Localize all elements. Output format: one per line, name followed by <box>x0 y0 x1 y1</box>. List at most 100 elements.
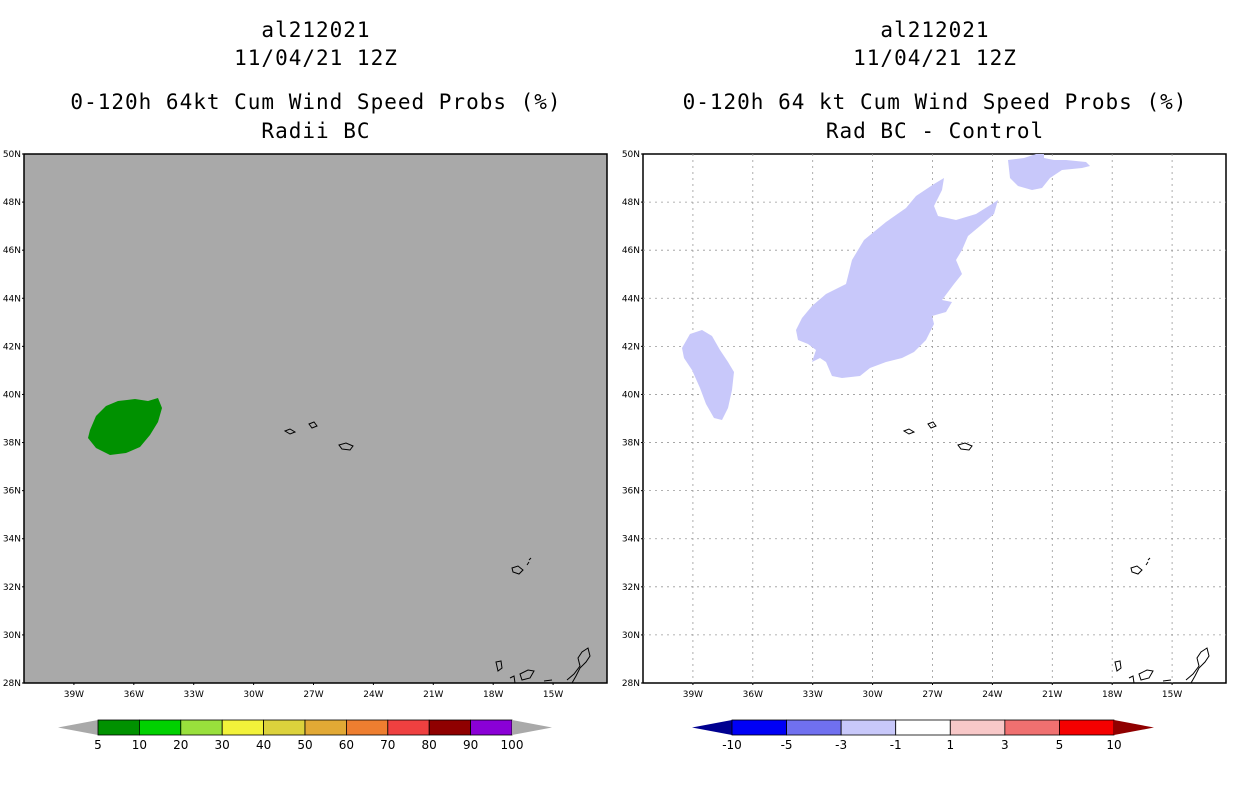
lat-label: 36N <box>622 487 640 497</box>
colorbar-swatch <box>949 719 1006 736</box>
island-outline <box>566 647 591 684</box>
lat-label: 48N <box>622 198 640 208</box>
island-outline <box>1147 557 1151 561</box>
island-outline <box>1162 679 1172 682</box>
island-outline <box>338 442 354 451</box>
colorbar-swatch <box>895 719 951 736</box>
right-lat-labels: 50N 48N 46N 44N 42N 40N 38N 36N 34N 32N 30N 28N <box>622 150 643 689</box>
colorbar-arrow-left <box>58 720 98 735</box>
colorbar-label: 5 <box>1056 738 1064 752</box>
colorbar-label: 5 <box>94 738 102 752</box>
lon-label: 15W <box>543 690 563 700</box>
right-title-date: 11/04/21 12Z <box>853 46 1017 70</box>
lon-label: 36W <box>743 690 763 700</box>
island-outline <box>543 679 553 682</box>
colorbar-swatch <box>180 719 223 736</box>
colorbar-swatch <box>138 719 182 736</box>
colorbar-label: 80 <box>422 738 437 752</box>
island-outline <box>283 428 297 435</box>
left-probability-area <box>88 398 162 455</box>
lat-label: 30N <box>622 631 640 641</box>
island-outline <box>308 421 318 429</box>
lon-label: 21W <box>423 690 443 700</box>
colorbar-swatch <box>97 719 140 736</box>
colorbar-swatch <box>840 719 897 736</box>
left-lon-labels: 39W 36W 33W 30W 27W 24W 21W 18W 15W <box>64 683 563 700</box>
colorbar-label: 50 <box>297 738 312 752</box>
island-outline <box>511 565 524 575</box>
colorbar-label: 10 <box>1106 738 1121 752</box>
lon-label: 24W <box>982 690 1002 700</box>
lat-label: 30N <box>3 631 21 641</box>
island-outline <box>528 557 532 561</box>
colorbar-label: 70 <box>380 738 395 752</box>
right-title-product: 0-120h 64 kt Cum Wind Speed Probs (%) <box>682 90 1188 114</box>
lat-label: 32N <box>3 583 21 593</box>
colorbar-swatch <box>345 719 389 736</box>
lon-label: 21W <box>1042 690 1062 700</box>
colorbar-label: -10 <box>722 738 742 752</box>
left-lat-labels: 50N 48N 46N 44N 42N 40N 38N 36N 34N 32N 30N 28N <box>3 150 24 689</box>
colorbar-arrow-left <box>692 720 732 735</box>
lat-label: 46N <box>3 246 21 256</box>
colorbar-label: -3 <box>835 738 847 752</box>
lat-label: 34N <box>622 535 640 545</box>
island-outline <box>1145 561 1149 566</box>
island-outline <box>509 675 516 684</box>
left-coastlines <box>283 421 591 684</box>
left-title-date: 11/04/21 12Z <box>234 46 398 70</box>
colorbar-swatch <box>304 719 347 736</box>
colorbar-label: -1 <box>890 738 902 752</box>
lon-label: 18W <box>483 690 503 700</box>
lat-label: 38N <box>3 439 21 449</box>
island-outline <box>957 442 973 451</box>
island-outline <box>495 660 503 672</box>
lon-label: 30W <box>862 690 882 700</box>
island-outline <box>902 428 916 435</box>
lat-label: 34N <box>3 535 21 545</box>
lat-label: 44N <box>622 294 640 304</box>
lat-label: 32N <box>622 583 640 593</box>
colorbar-label: 100 <box>501 738 524 752</box>
right-coastlines <box>902 421 1210 684</box>
colorbar-swatch <box>263 719 306 736</box>
right-lon-labels: 39W 36W 33W 30W 27W 24W 21W 18W 15W <box>683 683 1182 700</box>
lon-label: 27W <box>922 690 942 700</box>
lon-label: 18W <box>1102 690 1122 700</box>
lat-label: 50N <box>622 150 640 160</box>
lat-label: 50N <box>3 150 21 160</box>
right-diff-area-north <box>1008 154 1090 190</box>
colorbar-label: 90 <box>463 738 478 752</box>
left-title-product: 0-120h 64kt Cum Wind Speed Probs (%) <box>70 90 562 114</box>
colorbar-swatch <box>786 719 842 736</box>
island-outline <box>1138 669 1154 681</box>
island-outline <box>519 669 535 681</box>
colorbar-swatch <box>387 719 430 736</box>
island-outline <box>526 561 530 566</box>
lat-label: 42N <box>3 342 21 352</box>
right-map: 50N 48N 46N 44N 42N 40N 38N 36N 34N 32N 30N 28N 39W… <box>622 150 1227 700</box>
lon-label: 33W <box>803 690 823 700</box>
colorbar-swatch <box>221 719 264 736</box>
lat-label: 44N <box>3 294 21 304</box>
right-diff-area-central <box>796 178 998 378</box>
island-outline <box>927 421 937 429</box>
lat-label: 46N <box>622 246 640 256</box>
lat-label: 40N <box>3 390 21 400</box>
lat-label: 36N <box>3 487 21 497</box>
colorbar-label: 10 <box>132 738 147 752</box>
lat-label: 28N <box>622 679 640 689</box>
colorbar-label: -5 <box>781 738 793 752</box>
colorbar-label: 30 <box>215 738 230 752</box>
colorbar-label: 3 <box>1001 738 1009 752</box>
right-diff-area-west <box>682 330 734 420</box>
lon-label: 27W <box>303 690 323 700</box>
colorbar-swatch <box>731 719 787 736</box>
lon-label: 15W <box>1162 690 1182 700</box>
lat-label: 42N <box>622 342 640 352</box>
lat-label: 28N <box>3 679 21 689</box>
colorbar-swatch <box>1004 719 1060 736</box>
left-title-storm: al212021 <box>261 18 371 42</box>
right-colorbar: -10 -5 -3 -1 1 3 5 10 <box>692 719 1154 752</box>
colorbar-label: 40 <box>256 738 271 752</box>
